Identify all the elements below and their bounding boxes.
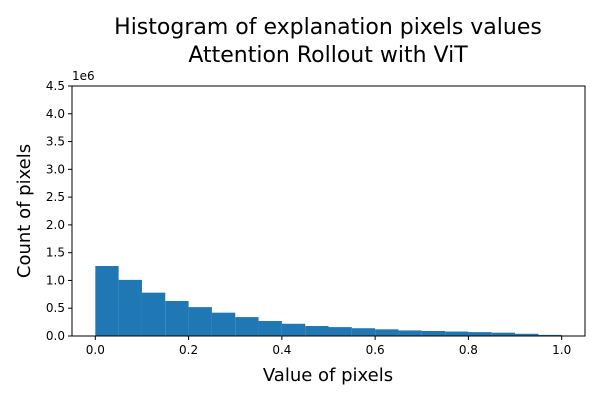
histogram-bar <box>281 323 306 336</box>
x-axis-ticks: 0.0 0.2 0.4 0.6 0.8 1.0 <box>86 336 571 357</box>
y-tick-label: 3.0 <box>46 162 65 176</box>
y-tick-label: 1.5 <box>46 246 65 260</box>
histogram-bar <box>165 301 189 336</box>
x-tick-label: 1.0 <box>552 343 571 357</box>
y-tick-label: 2.0 <box>46 218 65 232</box>
y-tick-label: 0.5 <box>46 301 65 315</box>
histogram-bar <box>421 331 446 336</box>
histogram-bar <box>375 329 399 336</box>
histogram-bar <box>95 266 119 336</box>
chart-title-line1: Histogram of explanation pixels values <box>114 15 542 40</box>
y-tick-label: 2.5 <box>46 190 65 204</box>
histogram-bar <box>515 333 539 336</box>
histogram-bar <box>211 312 236 336</box>
x-axis-label: Value of pixels <box>263 365 393 386</box>
y-tick-label: 1.0 <box>46 273 65 287</box>
x-tick-label: 0.0 <box>86 343 105 357</box>
histogram-bar <box>235 317 259 336</box>
y-tick-label: 3.5 <box>46 135 65 149</box>
histogram-bar <box>491 332 516 336</box>
y-tick-label: 0.0 <box>46 329 65 343</box>
bars-layer <box>95 266 562 336</box>
y-axis-label: Count of pixels <box>14 144 35 278</box>
y-offset-label: 1e6 <box>72 69 95 83</box>
x-tick-label: 0.2 <box>179 343 198 357</box>
x-tick-label: 0.4 <box>272 343 291 357</box>
histogram-bar <box>468 332 492 336</box>
histogram-bar <box>188 307 212 336</box>
histogram-bar <box>538 334 562 336</box>
x-tick-label: 0.8 <box>459 343 478 357</box>
histogram-bar <box>305 326 329 336</box>
histogram-bar <box>258 321 282 336</box>
histogram-bar <box>118 279 142 336</box>
plot-frame <box>71 85 586 337</box>
histogram-bar <box>351 328 376 336</box>
x-tick-label: 0.6 <box>366 343 385 357</box>
chart-title-line2: Attention Rollout with ViT <box>188 43 468 68</box>
y-tick-label: 4.0 <box>46 107 65 121</box>
y-axis-ticks: 0.0 0.5 1.0 1.5 2.0 2.5 3.0 3.5 4.0 4.5 <box>46 79 72 343</box>
histogram-bar <box>141 292 166 336</box>
histogram-bar <box>328 327 352 336</box>
y-tick-label: 4.5 <box>46 79 65 93</box>
histogram-bar <box>398 330 422 336</box>
histogram-bar <box>445 331 469 336</box>
